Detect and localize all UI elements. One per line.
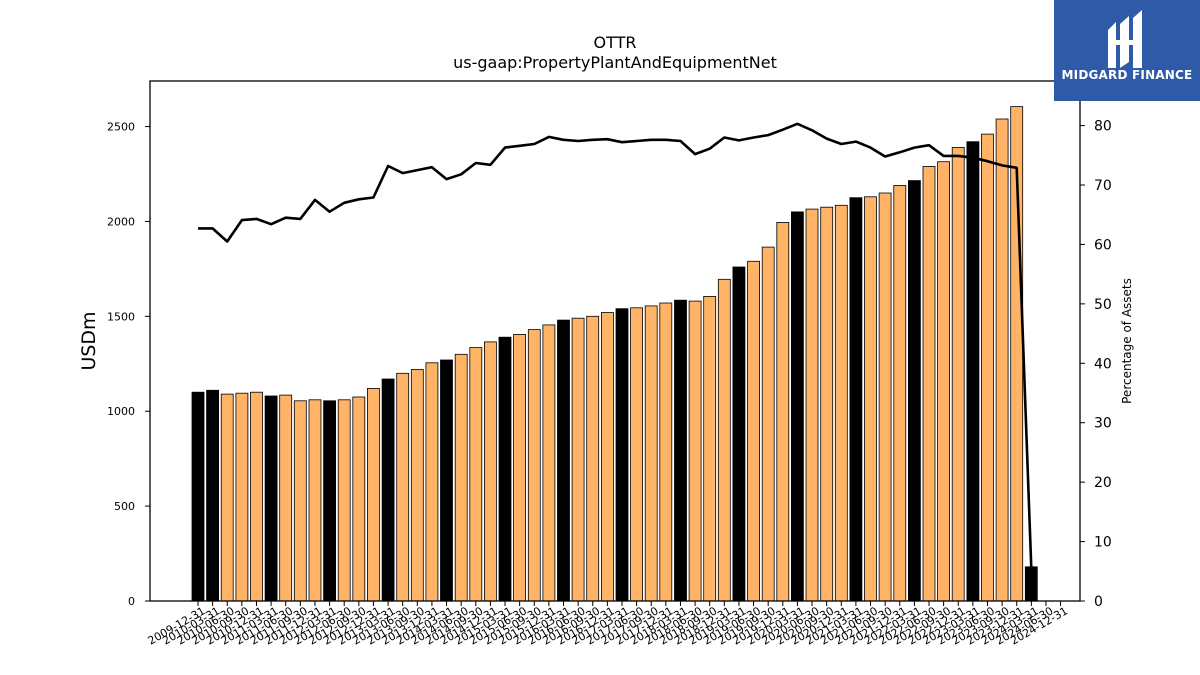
bar bbox=[483, 341, 497, 602]
bar bbox=[834, 204, 848, 602]
bar bbox=[981, 133, 994, 602]
bar bbox=[454, 353, 468, 602]
bar bbox=[279, 394, 293, 602]
bar bbox=[337, 399, 351, 602]
midgard-logo: MIDGARD FINANCE bbox=[1054, 0, 1200, 101]
bar bbox=[615, 308, 629, 602]
bar bbox=[805, 208, 819, 602]
bar bbox=[366, 387, 380, 602]
bar bbox=[878, 192, 892, 602]
bars-group bbox=[191, 106, 1038, 602]
bar bbox=[250, 391, 263, 602]
bar bbox=[820, 206, 834, 602]
y-tick-label: 500 bbox=[114, 500, 135, 513]
bar bbox=[630, 307, 643, 602]
y-axis-label: USDm bbox=[78, 311, 100, 370]
bar bbox=[717, 278, 731, 602]
bar bbox=[674, 299, 687, 602]
bar bbox=[396, 372, 410, 602]
y-axis: 0 500 1000 1500 2000 2500 bbox=[107, 121, 150, 608]
bar bbox=[995, 118, 1009, 602]
bar bbox=[644, 305, 658, 602]
bar bbox=[293, 400, 307, 602]
bar bbox=[557, 319, 570, 602]
bar bbox=[513, 333, 526, 602]
bar bbox=[352, 396, 366, 602]
bar bbox=[264, 395, 278, 602]
bar bbox=[498, 336, 512, 602]
bar bbox=[527, 329, 541, 602]
y2-tick-label: 10 bbox=[1094, 535, 1112, 551]
bar bbox=[659, 302, 673, 602]
line-group bbox=[198, 122, 1033, 569]
bar bbox=[601, 312, 614, 602]
bar bbox=[937, 161, 950, 602]
y2-tick-label: 70 bbox=[1094, 178, 1112, 194]
y-tick-label: 2000 bbox=[107, 215, 135, 228]
y2-tick-label: 0 bbox=[1094, 594, 1103, 610]
y-tick-label: 2500 bbox=[107, 121, 135, 134]
bar bbox=[410, 369, 424, 602]
bar bbox=[586, 315, 600, 602]
y2-tick-label: 80 bbox=[1094, 119, 1112, 135]
y-tick-label: 0 bbox=[128, 595, 135, 608]
logo-mark-icon bbox=[1054, 0, 1200, 101]
y2-axis-label: Percentage of Assets bbox=[1120, 278, 1134, 404]
y2-tick-label: 50 bbox=[1094, 297, 1112, 313]
bar bbox=[732, 266, 746, 602]
bar bbox=[542, 324, 556, 602]
bar bbox=[761, 246, 775, 602]
bar bbox=[747, 260, 760, 602]
chart-title: OTTR bbox=[594, 33, 637, 52]
bar bbox=[1024, 566, 1038, 602]
bar bbox=[381, 378, 395, 602]
bar bbox=[864, 196, 877, 602]
bar bbox=[440, 359, 453, 602]
bar bbox=[791, 211, 804, 602]
bar bbox=[908, 180, 921, 602]
bar bbox=[235, 392, 249, 602]
bar bbox=[922, 165, 936, 602]
y2-axis: 0 10 20 30 40 50 60 70 80 bbox=[1080, 119, 1112, 610]
y2-tick-label: 60 bbox=[1094, 237, 1112, 253]
x-axis: 2009-12-312010-03-312010-06-302010-09-30… bbox=[146, 601, 1070, 648]
bar bbox=[191, 391, 205, 602]
bar bbox=[308, 399, 322, 602]
percentage-line bbox=[198, 122, 1033, 569]
y2-tick-label: 30 bbox=[1094, 416, 1112, 432]
chart-subtitle: us-gaap:PropertyPlantAndEquipmentNet bbox=[453, 53, 777, 72]
bar bbox=[323, 400, 337, 602]
bar bbox=[893, 184, 907, 602]
bar bbox=[206, 389, 220, 602]
y2-tick-label: 40 bbox=[1094, 356, 1112, 372]
bar bbox=[425, 362, 439, 602]
bar bbox=[951, 146, 965, 602]
plot-frame bbox=[149, 80, 1081, 602]
bar bbox=[469, 347, 483, 602]
bar bbox=[220, 393, 234, 602]
y-tick-label: 1000 bbox=[107, 405, 135, 418]
bar bbox=[703, 295, 717, 602]
y-tick-label: 1500 bbox=[107, 310, 135, 323]
bar bbox=[966, 141, 980, 602]
y2-tick-label: 20 bbox=[1094, 475, 1112, 491]
logo-text: MIDGARD FINANCE bbox=[1061, 68, 1193, 82]
bar bbox=[849, 197, 863, 602]
bar bbox=[776, 221, 790, 602]
bar bbox=[571, 317, 585, 602]
bar bbox=[688, 300, 702, 602]
